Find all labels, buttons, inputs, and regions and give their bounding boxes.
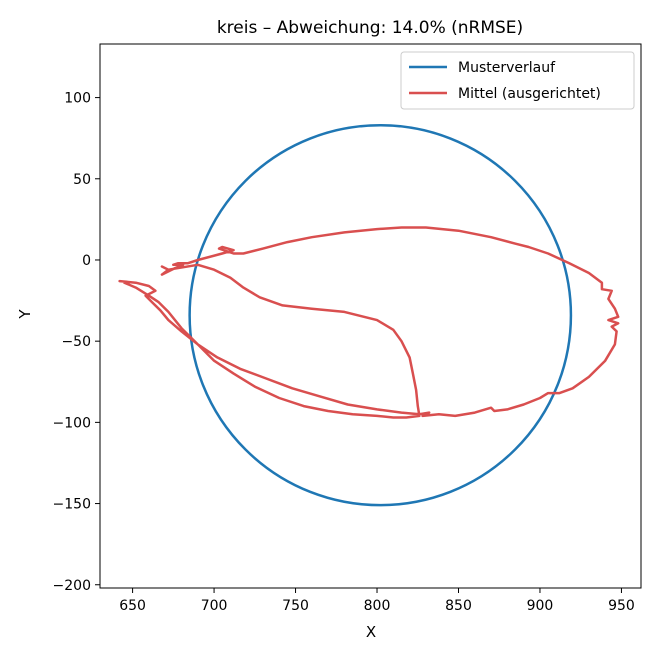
y-tick-label: −150 bbox=[53, 497, 91, 513]
x-tick-label: 850 bbox=[445, 598, 472, 614]
y-tick-label: −200 bbox=[53, 578, 91, 594]
x-axis-ticks: 650 700 750 800 850 900 950 bbox=[119, 588, 635, 614]
y-tick-label: −50 bbox=[61, 334, 91, 350]
x-tick-label: 950 bbox=[608, 598, 635, 614]
plot-frame bbox=[99, 43, 642, 589]
legend-label-mittel: Mittel (ausgerichtet) bbox=[458, 86, 601, 102]
y-tick-label: 100 bbox=[64, 91, 91, 107]
chart-title: kreis – Abweichung: 14.0% (nRMSE) bbox=[217, 18, 523, 38]
legend-label-musterverlauf: Musterverlauf bbox=[458, 60, 556, 76]
y-tick-label: 50 bbox=[73, 172, 91, 188]
x-tick-label: 700 bbox=[201, 598, 228, 614]
x-axis-label: X bbox=[366, 623, 376, 641]
y-axis-label: Y bbox=[16, 309, 34, 320]
x-tick-label: 750 bbox=[282, 598, 309, 614]
series-musterverlauf-circle bbox=[188, 123, 573, 507]
y-tick-label: 0 bbox=[82, 253, 91, 269]
x-tick-label: 800 bbox=[364, 598, 391, 614]
legend: Musterverlauf Mittel (ausgerichtet) bbox=[400, 51, 635, 110]
legend-box bbox=[400, 51, 635, 110]
x-tick-label: 650 bbox=[119, 598, 146, 614]
y-axis-ticks: 100 50 0 −50 −100 −150 −200 bbox=[53, 91, 100, 594]
y-tick-label: −100 bbox=[53, 415, 91, 431]
plot-area bbox=[118, 123, 620, 507]
x-tick-label: 900 bbox=[527, 598, 554, 614]
series-mittel-line bbox=[118, 226, 620, 419]
